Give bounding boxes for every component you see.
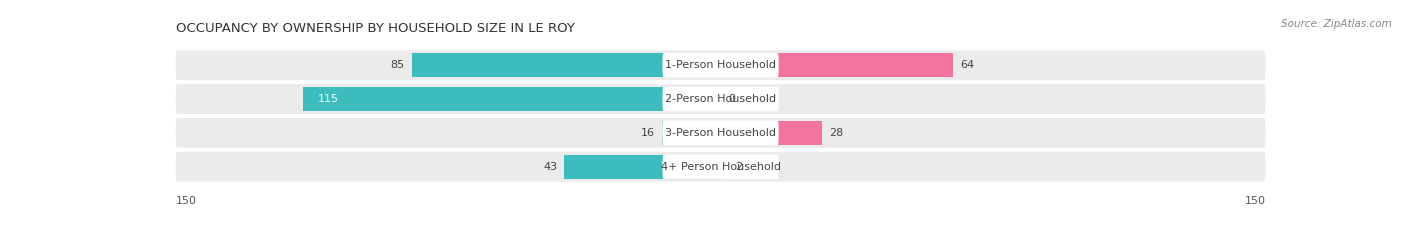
- Bar: [721, 53, 953, 77]
- Text: 150: 150: [1244, 195, 1265, 206]
- Text: 4+ Person Household: 4+ Person Household: [661, 162, 780, 172]
- Text: 43: 43: [543, 162, 557, 172]
- Bar: [721, 154, 728, 179]
- FancyBboxPatch shape: [176, 152, 1265, 182]
- Bar: [564, 154, 721, 179]
- Text: 3-Person Household: 3-Person Household: [665, 128, 776, 138]
- Text: 16: 16: [641, 128, 655, 138]
- Bar: [721, 121, 823, 145]
- FancyBboxPatch shape: [662, 154, 779, 179]
- Text: OCCUPANCY BY OWNERSHIP BY HOUSEHOLD SIZE IN LE ROY: OCCUPANCY BY OWNERSHIP BY HOUSEHOLD SIZE…: [176, 22, 575, 35]
- Text: Source: ZipAtlas.com: Source: ZipAtlas.com: [1281, 19, 1392, 29]
- Text: 85: 85: [391, 60, 405, 70]
- Text: 28: 28: [830, 128, 844, 138]
- Text: 115: 115: [318, 94, 339, 104]
- Text: 64: 64: [960, 60, 974, 70]
- Bar: [412, 53, 721, 77]
- Bar: [302, 87, 721, 111]
- FancyBboxPatch shape: [662, 121, 779, 145]
- FancyBboxPatch shape: [662, 87, 779, 111]
- Text: 2: 2: [735, 162, 742, 172]
- FancyBboxPatch shape: [176, 50, 1265, 80]
- Text: 0: 0: [728, 94, 735, 104]
- Text: 2-Person Household: 2-Person Household: [665, 94, 776, 104]
- FancyBboxPatch shape: [176, 84, 1265, 114]
- FancyBboxPatch shape: [662, 53, 779, 77]
- Text: 150: 150: [176, 195, 197, 206]
- Bar: [662, 121, 721, 145]
- FancyBboxPatch shape: [176, 118, 1265, 148]
- Text: 1-Person Household: 1-Person Household: [665, 60, 776, 70]
